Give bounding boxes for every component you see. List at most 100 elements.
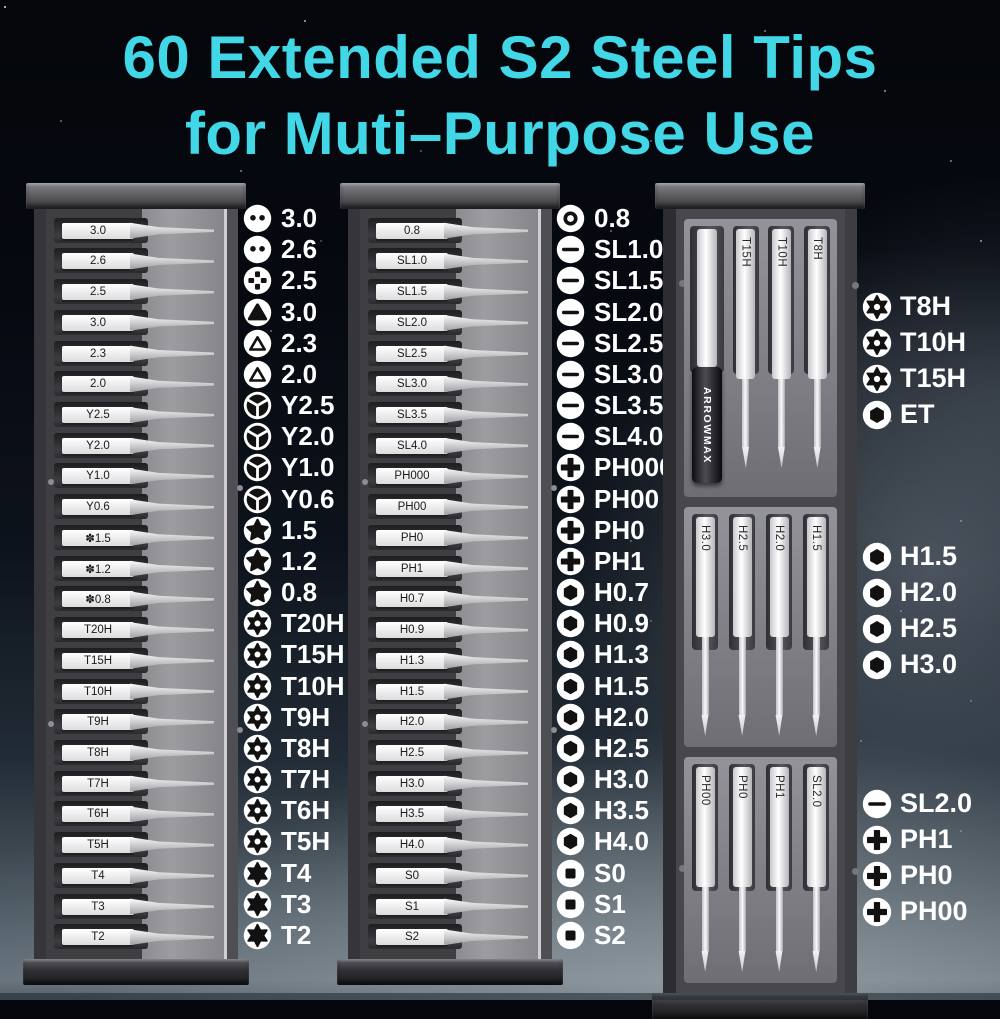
bit-tray-label: SL3.5: [376, 407, 448, 424]
bit-legend-label: SL2.0: [594, 296, 664, 327]
case-bit: SL2.0: [800, 764, 832, 972]
bit-tray-label: T3: [62, 898, 134, 915]
bit-tip: [775, 715, 783, 736]
bit-tray-label: H0.9: [376, 622, 448, 639]
case-bit: H1.5: [800, 514, 832, 736]
bit-row: SL1.5: [360, 278, 541, 306]
bit-tray-label: T10H: [62, 683, 134, 700]
bit-tip: [701, 715, 709, 736]
bit-legend-item: ET: [862, 399, 966, 430]
bit-row: Y2.0: [46, 432, 227, 460]
bit-row: H0.7: [360, 585, 541, 613]
hex-icon: [556, 734, 585, 763]
bit-tip: [775, 951, 783, 972]
case-bit: T10H: [765, 226, 797, 468]
driver-brand-label: ARROWMAX: [700, 386, 713, 464]
ph-icon: [862, 897, 892, 926]
y-icon: [243, 454, 272, 482]
bit-legend-item: Y2.5: [243, 390, 345, 421]
legend-column-left: 3.0 2.6 2.5 3.0 2.3 2.0 Y2.5 Y2.0 Y1.0 Y0.6 1.5 1.2…: [243, 203, 345, 951]
bit-shaft: [701, 637, 709, 715]
bit-legend-label: H4.0: [594, 826, 649, 857]
bit-legend-label: 2.6: [281, 234, 318, 265]
ph-icon: [556, 547, 585, 576]
bit-legend-label: H1.5: [900, 541, 958, 571]
bit-legend-item: T9H: [243, 702, 345, 733]
bit-row: T8H: [46, 739, 227, 767]
bit-legend-item: H4.0: [556, 826, 674, 857]
tri-outline-icon: [243, 329, 272, 357]
bit-row: T20H: [46, 616, 227, 644]
pentalobe-icon: [243, 578, 272, 607]
bit-shaft: [701, 887, 709, 951]
bit-tray-label: T20H: [62, 622, 134, 639]
title-line-1: 60 Extended S2 Steel Tips: [122, 24, 878, 91]
bit-legend-label: T7H: [281, 764, 331, 795]
bit-body: PH00: [695, 767, 715, 887]
bit-row: SL3.5: [360, 401, 541, 429]
bit-legend-item: T3: [243, 889, 345, 920]
torx-sec-icon: [243, 610, 272, 638]
bit-row: Y2.5: [46, 401, 227, 429]
bit-legend-item: T5H: [243, 826, 345, 857]
bit-size-label: SL2.0: [810, 775, 822, 808]
bit-row: H2.5: [360, 739, 541, 767]
screw-detail: [48, 479, 54, 485]
tri-outline-icon: [243, 360, 272, 389]
bit-row: T9H: [46, 708, 227, 736]
bit-legend-item: T7H: [243, 764, 345, 795]
bit-legend-label: ET: [900, 399, 935, 429]
bit-legend-item: T15H: [862, 363, 966, 394]
bit-legend-label: T15H: [281, 639, 345, 670]
bit-legend-item: H3.0: [556, 764, 674, 795]
bit-legend-label: Y2.5: [281, 390, 335, 421]
bit-tray-label: SL3.0: [376, 376, 448, 393]
bit-case-right: ARROWMAX T15H T10H T8H H3.0 H2.5 H2.0 H1.5 PH00 P…: [652, 183, 868, 1019]
bit-shaft: [742, 379, 750, 447]
bit-tray-label: H3.0: [376, 775, 448, 792]
bit-legend-item: T20H: [243, 608, 345, 639]
bit-tray-label: 2.5: [62, 284, 134, 301]
bit-legend-item: SL2.5: [556, 328, 674, 359]
bit-body: SL2.0: [806, 767, 826, 887]
case-compartment: H3.0 H2.5 H2.0 H1.5: [684, 507, 837, 747]
torx-sec-icon: [243, 734, 272, 763]
bit-legend-label: PH00: [594, 483, 660, 514]
bit-row: T3: [46, 893, 227, 921]
tri-solid-icon: [243, 298, 272, 326]
bit-row: 2.6: [46, 247, 227, 275]
torx-sec-icon: [243, 672, 272, 700]
bit-row: S2: [360, 923, 541, 951]
bit-legend-item: T10H: [862, 327, 966, 358]
bit-rack-middle: 0.8 SL1.0 SL1.5 SL2.0 SL2.5 SL3.0 SL3.5 SL4.0 PH…: [337, 183, 563, 985]
ring-icon: [556, 204, 585, 233]
bit-tray-label: SL2.5: [376, 345, 448, 362]
bit-legend-item: PH00: [556, 484, 674, 515]
bit-legend-item: SL3.5: [556, 390, 674, 421]
bit-legend-item: PH00: [862, 896, 972, 927]
bit-row: 3.0: [46, 309, 227, 337]
bit-legend-item: S0: [556, 858, 674, 889]
bit-legend-item: PH0: [862, 860, 972, 891]
bit-legend-label: T8H: [281, 732, 331, 763]
bit-legend-item: H2.0: [862, 577, 957, 608]
bit-tray-label: S1: [376, 898, 448, 915]
screw-detail: [362, 479, 368, 485]
bit-body: PH0: [732, 767, 752, 887]
bit-legend-label: 2.5: [281, 265, 318, 296]
hex-icon: [862, 542, 892, 571]
bit-tray-label: H1.3: [376, 652, 448, 669]
bit-legend-label: 2.3: [281, 327, 318, 358]
bit-legend-item: H3.0: [862, 649, 957, 680]
bit-tray-label: T2: [62, 929, 134, 946]
bit-shaft: [812, 887, 820, 951]
bit-tip: [813, 447, 821, 468]
bit-row: T5H: [46, 831, 227, 859]
bit-legend-item: Y1.0: [243, 452, 345, 483]
bit-size-label: H1.5: [810, 525, 822, 552]
hex-icon: [862, 650, 892, 679]
bit-body: PH1: [769, 767, 789, 887]
pentalobe-icon: [243, 547, 272, 576]
bit-tray-label: PH000: [376, 468, 448, 485]
bit-shaft: [813, 379, 821, 447]
